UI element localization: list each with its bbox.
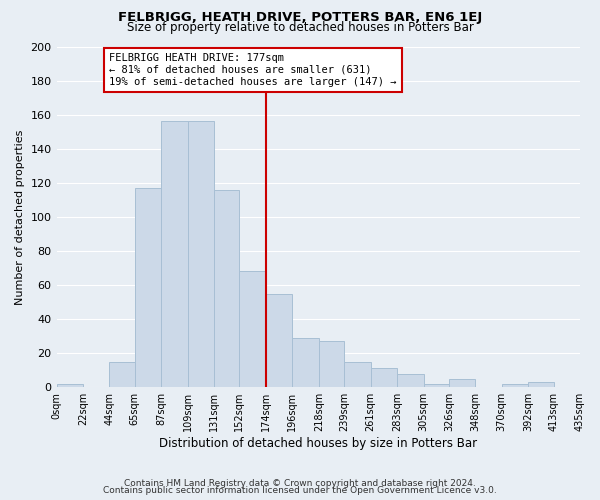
Bar	[214, 190, 239, 387]
Bar	[371, 368, 397, 387]
Text: Size of property relative to detached houses in Potters Bar: Size of property relative to detached ho…	[127, 21, 473, 34]
Bar	[528, 382, 554, 387]
Bar	[266, 294, 292, 387]
Bar	[502, 384, 528, 387]
Text: FELBRIGG, HEATH DRIVE, POTTERS BAR, EN6 1EJ: FELBRIGG, HEATH DRIVE, POTTERS BAR, EN6 …	[118, 11, 482, 24]
Bar	[56, 384, 83, 387]
Text: Contains public sector information licensed under the Open Government Licence v3: Contains public sector information licen…	[103, 486, 497, 495]
Bar	[109, 362, 135, 387]
Bar	[344, 362, 371, 387]
Bar	[188, 122, 214, 387]
Bar	[135, 188, 161, 387]
X-axis label: Distribution of detached houses by size in Potters Bar: Distribution of detached houses by size …	[159, 437, 478, 450]
Text: Contains HM Land Registry data © Crown copyright and database right 2024.: Contains HM Land Registry data © Crown c…	[124, 478, 476, 488]
Bar	[424, 384, 449, 387]
Bar	[397, 374, 424, 387]
Bar	[319, 341, 344, 387]
Text: FELBRIGG HEATH DRIVE: 177sqm
← 81% of detached houses are smaller (631)
19% of s: FELBRIGG HEATH DRIVE: 177sqm ← 81% of de…	[109, 54, 397, 86]
Bar	[449, 378, 475, 387]
Bar	[239, 272, 266, 387]
Bar	[161, 122, 188, 387]
Y-axis label: Number of detached properties: Number of detached properties	[15, 129, 25, 304]
Bar	[292, 338, 319, 387]
